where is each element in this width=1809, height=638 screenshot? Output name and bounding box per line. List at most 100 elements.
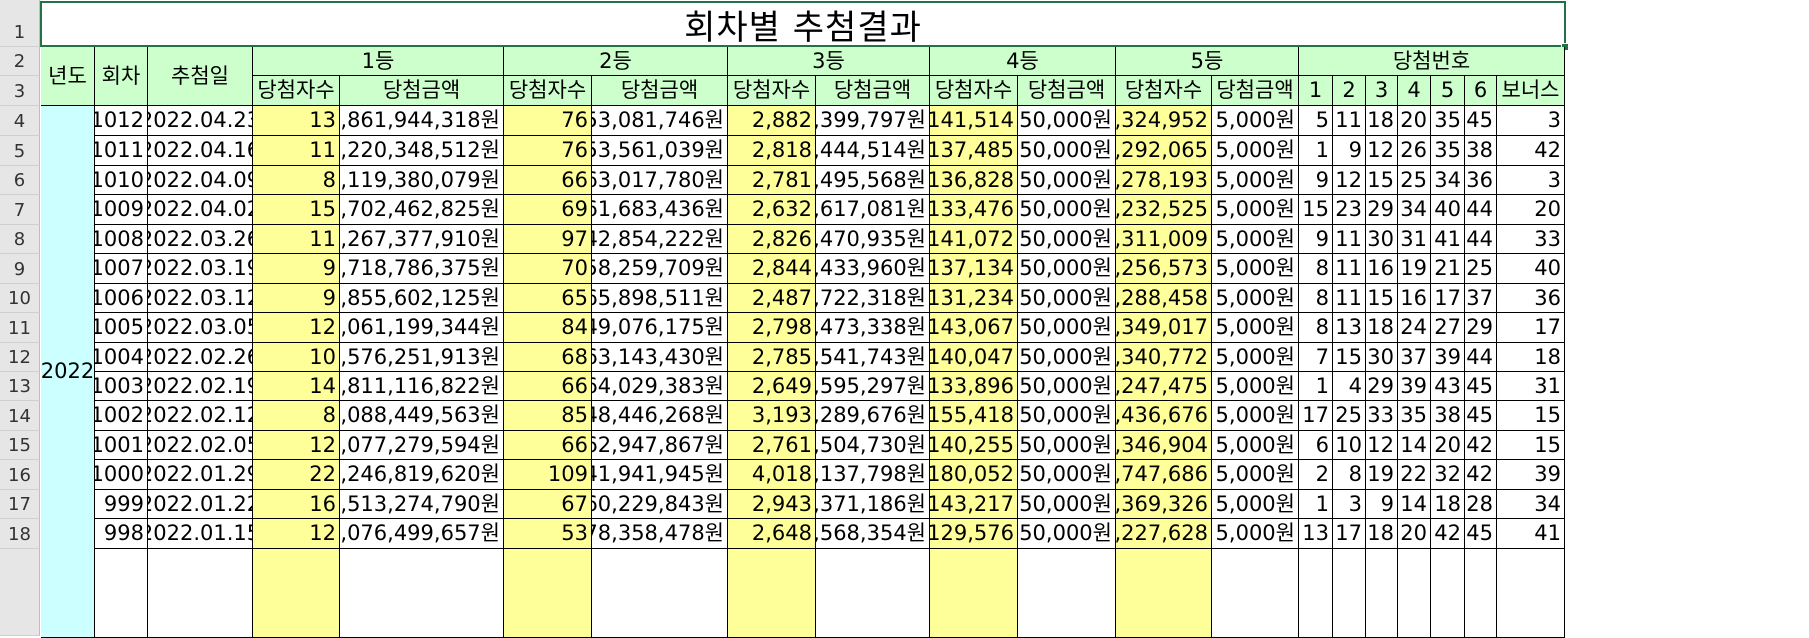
header-winners[interactable]: 당첨자수 [253,76,340,106]
table-cell[interactable]: 1,399,797원 [816,106,930,136]
table-cell[interactable]: 5,000원 [1212,343,1299,372]
table-cell[interactable]: 38 [1465,136,1497,166]
table-cell[interactable]: 4,018 [728,460,816,490]
table-cell[interactable]: 12 [1366,431,1398,460]
table-cell[interactable]: 1006 [95,284,148,313]
row-header[interactable]: 5 [0,136,40,166]
table-cell[interactable]: 2,288,458 [1116,284,1212,313]
table-cell[interactable]: 1009 [95,195,148,225]
table-cell[interactable]: 1003 [95,372,148,401]
table-cell[interactable]: 45 [1465,519,1497,549]
table-cell[interactable]: 5,000원 [1212,313,1299,343]
table-cell[interactable]: 143,217 [930,490,1018,519]
table-cell[interactable]: 8 [253,166,340,195]
table-cell[interactable]: 22 [1398,460,1431,490]
table-cell[interactable]: 50,000원 [1018,195,1116,225]
table-cell[interactable]: 65,898,511원 [592,284,728,313]
table-cell[interactable]: 8 [1333,460,1366,490]
table-cell[interactable]: 5,000원 [1212,401,1299,431]
table-cell[interactable]: 17 [1333,519,1366,549]
table-cell[interactable]: 50,000원 [1018,343,1116,372]
header-number-col[interactable]: 1 [1299,76,1333,106]
table-cell[interactable]: 8 [253,401,340,431]
table-cell[interactable] [1333,549,1366,638]
table-cell[interactable]: 78,358,478원 [592,519,728,549]
table-cell[interactable]: 141,072 [930,225,1018,254]
table-cell[interactable]: 8 [1299,313,1333,343]
table-cell[interactable]: 3 [1333,490,1366,519]
table-cell[interactable]: 1001 [95,431,148,460]
table-cell[interactable]: 58,259,709원 [592,254,728,284]
table-cell[interactable]: 2,077,279,594원 [340,431,504,460]
table-cell[interactable] [1431,549,1465,638]
header-amount[interactable]: 당첨금액 [816,76,930,106]
table-cell[interactable]: 1012 [95,106,148,136]
table-cell[interactable]: 2,436,676 [1116,401,1212,431]
table-cell[interactable]: 9 [253,284,340,313]
table-cell[interactable]: 32 [1431,460,1465,490]
table-cell[interactable]: 2,943 [728,490,816,519]
table-cell[interactable]: 1,289,676원 [816,401,930,431]
table-cell[interactable]: 53,081,746원 [592,106,728,136]
table-cell[interactable]: 2 [1299,460,1333,490]
table-cell[interactable]: 2,278,193 [1116,166,1212,195]
table-cell[interactable]: 31 [1398,225,1431,254]
header-number-col[interactable]: 3 [1366,76,1398,106]
table-cell[interactable]: 17 [1299,401,1333,431]
table-cell[interactable]: 44 [1465,225,1497,254]
table-cell[interactable]: 15 [1366,166,1398,195]
table-cell[interactable]: 2,340,772 [1116,343,1212,372]
table-cell[interactable]: 10 [1333,431,1366,460]
table-cell[interactable]: 24 [1398,313,1431,343]
table-cell[interactable]: 63,017,780원 [592,166,728,195]
table-cell[interactable]: 2,718,786,375원 [340,254,504,284]
table-cell[interactable] [340,549,504,638]
table-cell[interactable]: 29 [1465,313,1497,343]
table-cell[interactable]: 42,854,222원 [592,225,728,254]
table-cell[interactable]: 999 [95,490,148,519]
row-header[interactable]: 2 [0,47,40,76]
table-cell[interactable]: 1007 [95,254,148,284]
row-header[interactable]: 4 [0,106,40,136]
row-header[interactable]: 16 [0,460,40,490]
table-cell[interactable]: 76 [504,106,592,136]
header-number-col[interactable]: 4 [1398,76,1431,106]
table-cell[interactable]: 50,000원 [1018,254,1116,284]
table-cell[interactable]: 1,495,568원 [816,166,930,195]
table-cell[interactable]: 18 [1431,490,1465,519]
table-cell[interactable]: 9 [1299,166,1333,195]
table-cell[interactable]: 66 [504,166,592,195]
table-cell[interactable]: 37 [1398,343,1431,372]
table-cell[interactable]: 1010 [95,166,148,195]
table-cell[interactable]: 36 [1497,284,1565,313]
table-cell[interactable]: 2022.04.16 [148,136,253,166]
table-cell[interactable]: 5,000원 [1212,431,1299,460]
table-cell[interactable] [95,549,148,638]
table-cell[interactable]: 39 [1497,460,1565,490]
table-cell[interactable]: 69 [504,195,592,225]
table-cell[interactable] [148,549,253,638]
table-cell[interactable]: 12 [1333,166,1366,195]
table-cell[interactable]: 42 [1431,519,1465,549]
table-cell[interactable]: 8 [1299,254,1333,284]
table-cell[interactable]: 15 [1497,431,1565,460]
table-cell[interactable]: 1 [1299,490,1333,519]
table-cell[interactable] [504,549,592,638]
table-cell[interactable]: 2,487 [728,284,816,313]
table-cell[interactable]: 31 [1497,372,1565,401]
table-cell[interactable]: 1,541,743원 [816,343,930,372]
table-cell[interactable]: 5,000원 [1212,460,1299,490]
table-cell[interactable]: 50,000원 [1018,372,1116,401]
table-cell[interactable]: 33 [1497,225,1565,254]
table-cell[interactable]: 38 [1431,401,1465,431]
table-cell[interactable]: 9 [1299,225,1333,254]
table-cell[interactable]: 2022.04.23 [148,106,253,136]
header-winners[interactable]: 당첨자수 [504,76,592,106]
table-cell[interactable]: 16 [253,490,340,519]
table-cell[interactable]: 40 [1431,195,1465,225]
table-cell[interactable]: 29 [1366,195,1398,225]
table-cell[interactable] [1116,549,1212,638]
table-cell[interactable]: 34 [1431,166,1465,195]
table-cell[interactable]: 2,232,525 [1116,195,1212,225]
header-rank-group[interactable]: 2등 [504,47,728,76]
